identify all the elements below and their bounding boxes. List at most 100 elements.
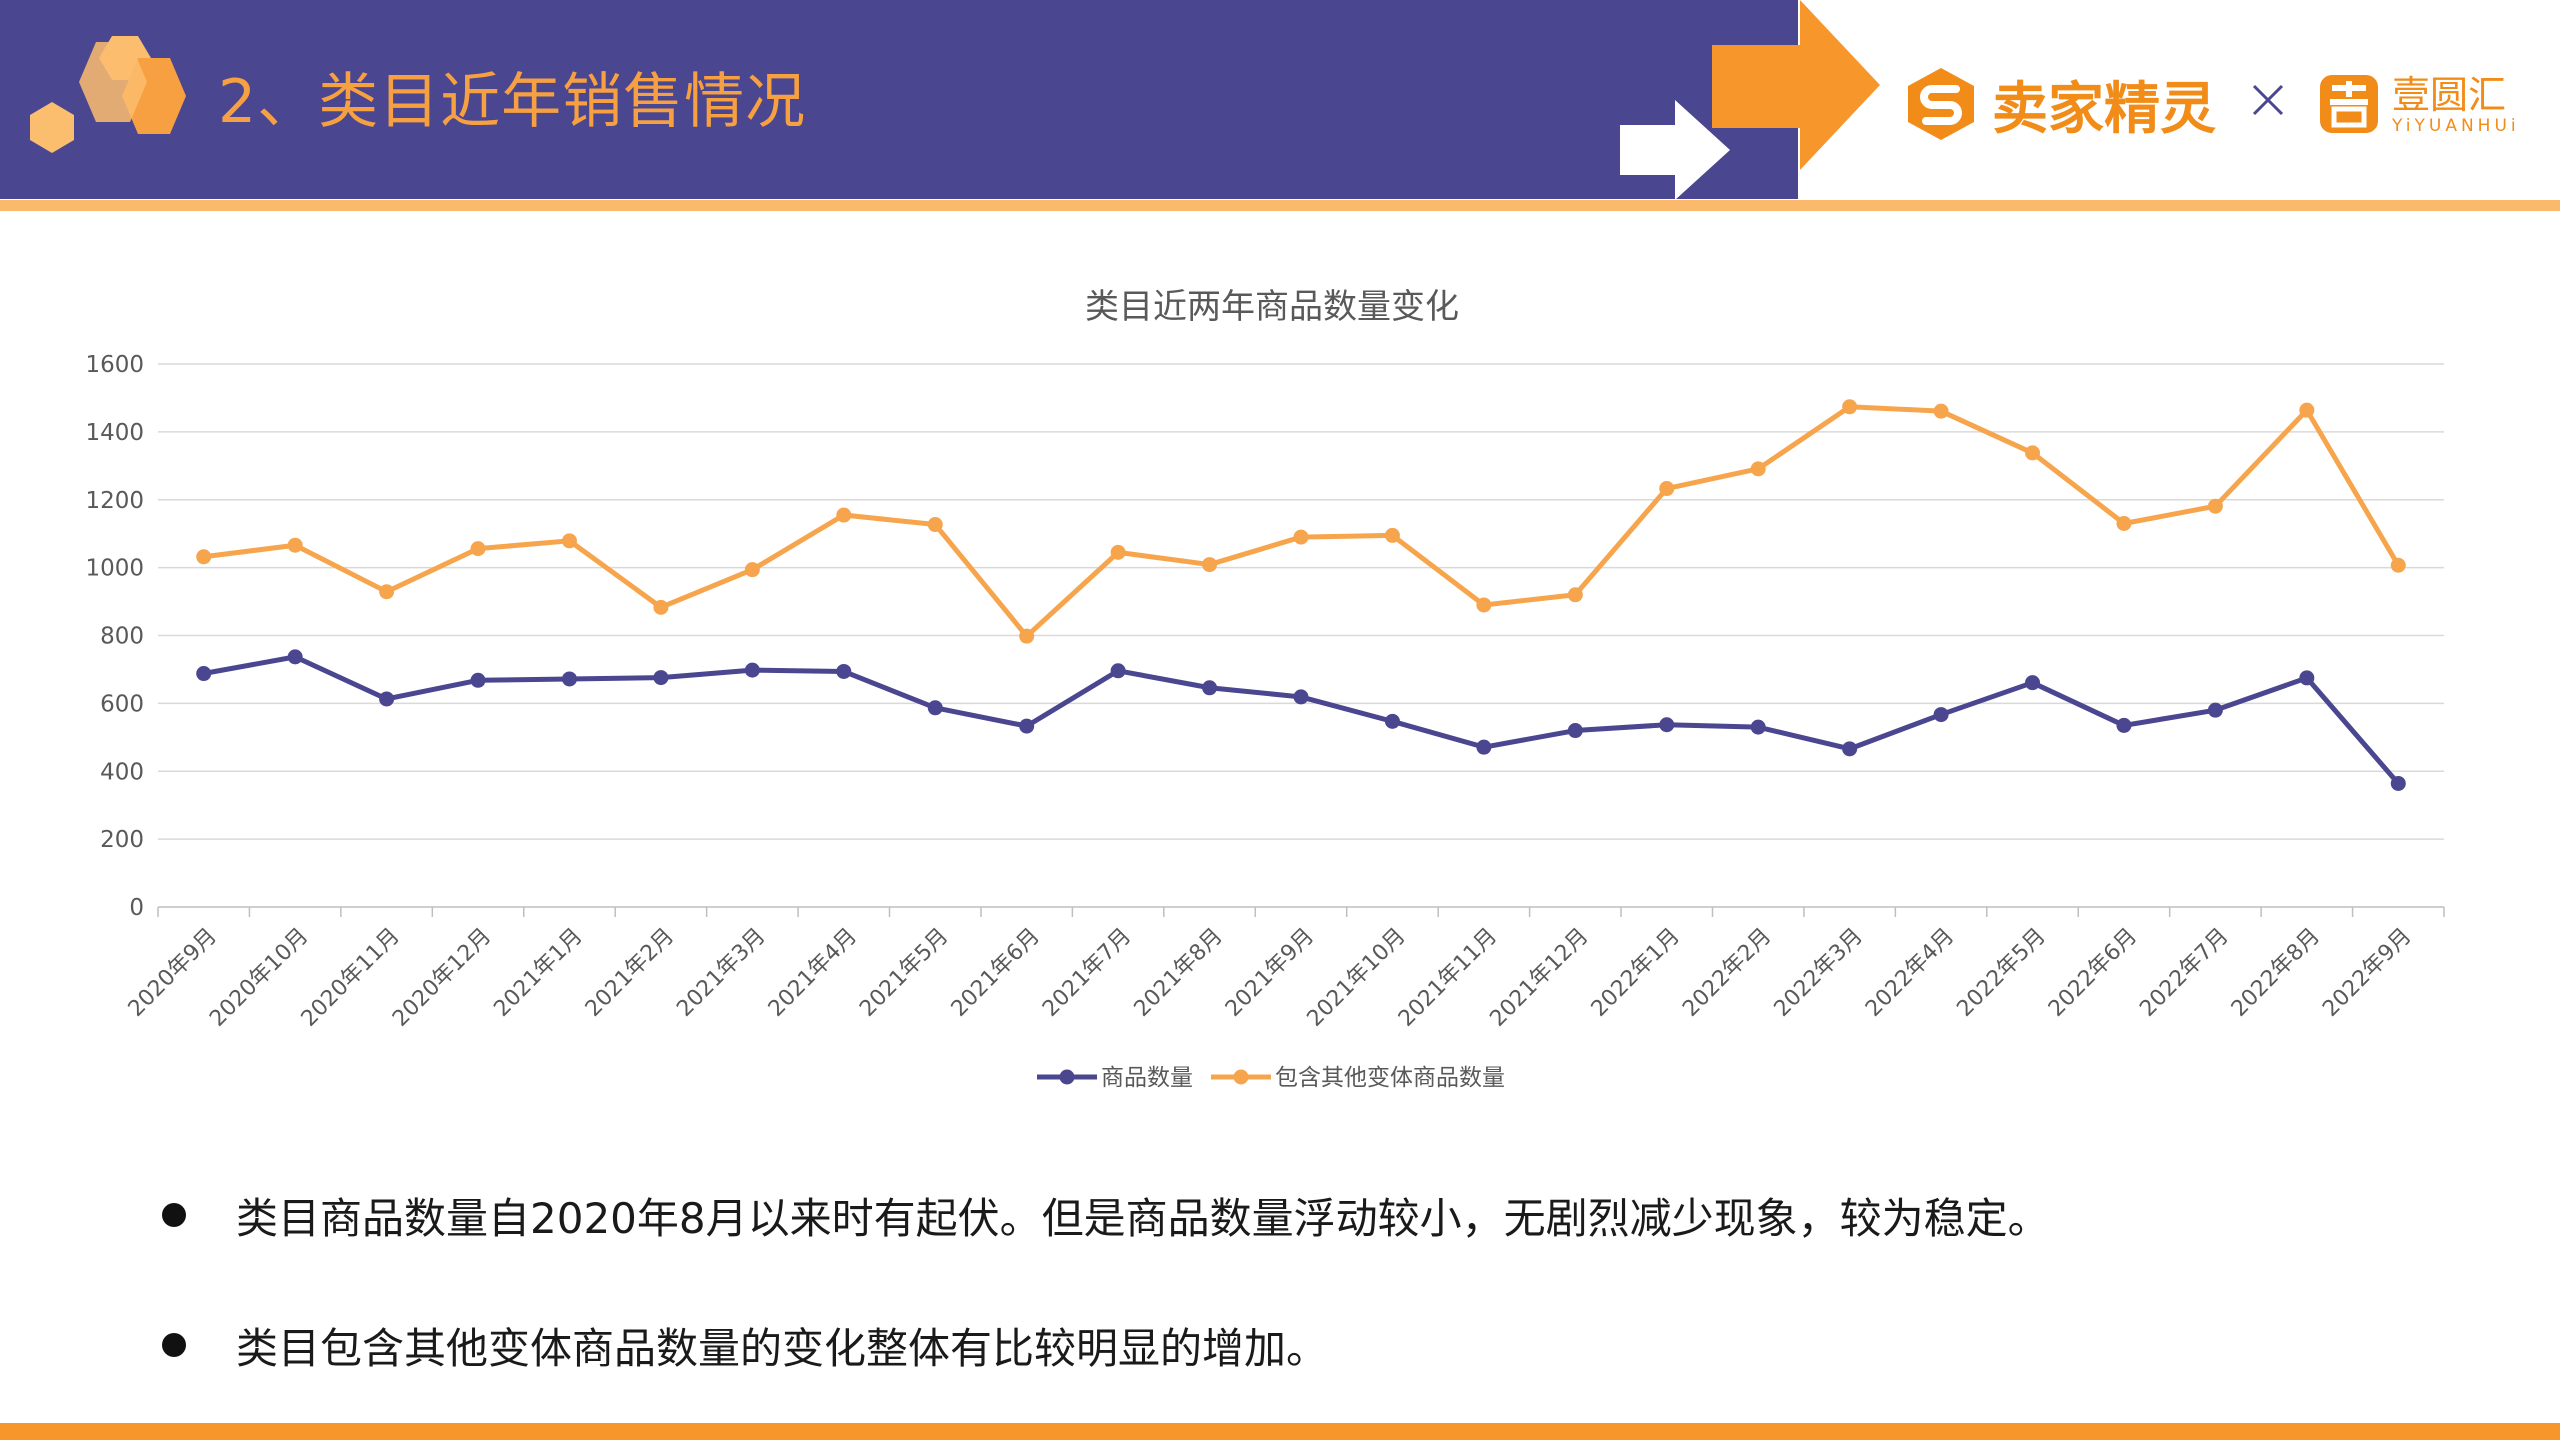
- x-tick-label: 2022年3月: [1770, 924, 1868, 1022]
- data-point: [1019, 718, 1035, 734]
- data-point: [2207, 498, 2223, 514]
- data-point: [2390, 775, 2406, 791]
- bullet-item: 类目包含其他变体商品数量的变化整体有比较明显的增加。: [162, 1280, 2462, 1410]
- x-tick-label: 2021年2月: [581, 924, 679, 1022]
- partner-brand: 壹圆汇 YiYUANHUi: [2318, 64, 2520, 144]
- data-point: [2299, 670, 2315, 686]
- bullet-item: 类目商品数量自2020年8月以来时有起伏。但是商品数量浮动较小，无剧烈减少现象，…: [162, 1150, 2462, 1280]
- y-tick-label: 0: [129, 895, 144, 921]
- x-tick-label: 2021年4月: [764, 924, 862, 1022]
- data-point: [2207, 702, 2223, 718]
- hexagon-decoration-icon: [30, 36, 186, 153]
- x-tick-label: 2022年7月: [2135, 924, 2233, 1022]
- data-point: [1293, 529, 1309, 545]
- data-point: [287, 649, 303, 665]
- legend-marker: [1059, 1069, 1075, 1085]
- data-point: [836, 663, 852, 679]
- y-tick-label: 800: [100, 624, 144, 650]
- x-tick-label: 2022年2月: [1678, 924, 1776, 1022]
- data-point: [470, 672, 486, 688]
- series-group: [196, 649, 2406, 791]
- data-point: [2116, 516, 2132, 532]
- x-tick-label: 2022年9月: [2318, 924, 2416, 1022]
- data-point: [836, 507, 852, 523]
- data-point: [561, 671, 577, 687]
- y-tick-label: 1200: [85, 488, 144, 514]
- data-point: [1019, 628, 1035, 644]
- partner-name-en: YiYUANHUi: [2392, 116, 2520, 136]
- x-tick-label: 2020年12月: [388, 924, 496, 1032]
- data-point: [1384, 713, 1400, 729]
- x-tick-label: 2021年6月: [947, 924, 1045, 1022]
- footer-divider: [0, 1423, 2560, 1440]
- yi-square-icon: [2320, 75, 2378, 133]
- data-point: [1384, 527, 1400, 543]
- data-point: [653, 670, 669, 686]
- data-point: [1293, 689, 1309, 705]
- data-point: [470, 541, 486, 557]
- bullet-list: 类目商品数量自2020年8月以来时有起伏。但是商品数量浮动较小，无剧烈减少现象，…: [162, 1150, 2462, 1410]
- data-point: [1567, 723, 1583, 739]
- legend-marker: [1233, 1069, 1249, 1085]
- data-point: [1659, 717, 1675, 733]
- y-tick-label: 1600: [85, 352, 144, 378]
- header-band: [0, 0, 1798, 199]
- y-tick-label: 400: [100, 759, 144, 785]
- data-point: [561, 533, 577, 549]
- bullet-dot-icon: [162, 1203, 186, 1227]
- x-tick-label: 2022年5月: [1952, 924, 2050, 1022]
- x-tick-label: 2021年5月: [855, 924, 953, 1022]
- data-point: [1202, 557, 1218, 573]
- data-point: [287, 537, 303, 553]
- s-hexagon-icon: [1908, 68, 1974, 140]
- legend-label: 商品数量: [1101, 1065, 1193, 1091]
- data-point: [2299, 402, 2315, 418]
- seller-brand: 卖家精灵: [1902, 64, 2216, 144]
- data-point: [2025, 445, 2041, 461]
- series-group: [196, 399, 2406, 644]
- y-tick-label: 1400: [85, 420, 144, 446]
- data-point: [1202, 680, 1218, 696]
- bullet-dot-icon: [162, 1333, 186, 1357]
- header-divider: [0, 200, 2560, 211]
- seller-name: 卖家精灵: [1992, 76, 2216, 142]
- arrow-right-icon: [1620, 0, 1880, 200]
- data-point: [1476, 739, 1492, 755]
- bullet-text: 类目包含其他变体商品数量的变化整体有比较明显的增加。: [236, 1323, 1329, 1373]
- data-point: [1842, 399, 1858, 415]
- x-tick-label: 2021年3月: [672, 924, 770, 1022]
- section-title: 2、类目近年销售情况: [218, 67, 807, 137]
- x-tick-label: 2021年9月: [1221, 924, 1319, 1022]
- y-tick-label: 1000: [85, 556, 144, 582]
- data-point: [1476, 597, 1492, 613]
- bullet-text: 类目商品数量自2020年8月以来时有起伏。但是商品数量浮动较小，无剧烈减少现象，…: [236, 1193, 2050, 1243]
- partner-name: 壹圆汇: [2392, 73, 2507, 117]
- data-point: [1933, 403, 1949, 419]
- data-point: [2116, 717, 2132, 733]
- y-tick-label: 600: [100, 691, 144, 717]
- data-point: [653, 599, 669, 615]
- data-point: [196, 666, 212, 682]
- data-point: [1842, 741, 1858, 757]
- x-tick-label: 2022年1月: [1587, 924, 1685, 1022]
- data-point: [196, 549, 212, 565]
- data-point: [1110, 663, 1126, 679]
- x-tick-label: 2021年8月: [1130, 924, 1228, 1022]
- x-tick-label: 2021年7月: [1038, 924, 1136, 1022]
- series-line: [203, 404, 2401, 639]
- y-tick-label: 200: [100, 827, 144, 853]
- data-point: [744, 562, 760, 578]
- data-point: [1750, 461, 1766, 477]
- close-x-icon: [2252, 84, 2284, 116]
- data-point: [2390, 557, 2406, 573]
- data-point: [379, 584, 395, 600]
- legend-label: 包含其他变体商品数量: [1275, 1065, 1505, 1091]
- data-point: [1933, 707, 1949, 723]
- data-point: [1110, 544, 1126, 560]
- data-point: [744, 662, 760, 678]
- chart-title: 类目近两年商品数量变化: [1085, 287, 1459, 327]
- x-tick-label: 2022年6月: [2044, 924, 2142, 1022]
- data-point: [927, 700, 943, 716]
- x-tick-label: 2021年12月: [1485, 924, 1593, 1032]
- x-tick-label: 2020年9月: [124, 924, 222, 1022]
